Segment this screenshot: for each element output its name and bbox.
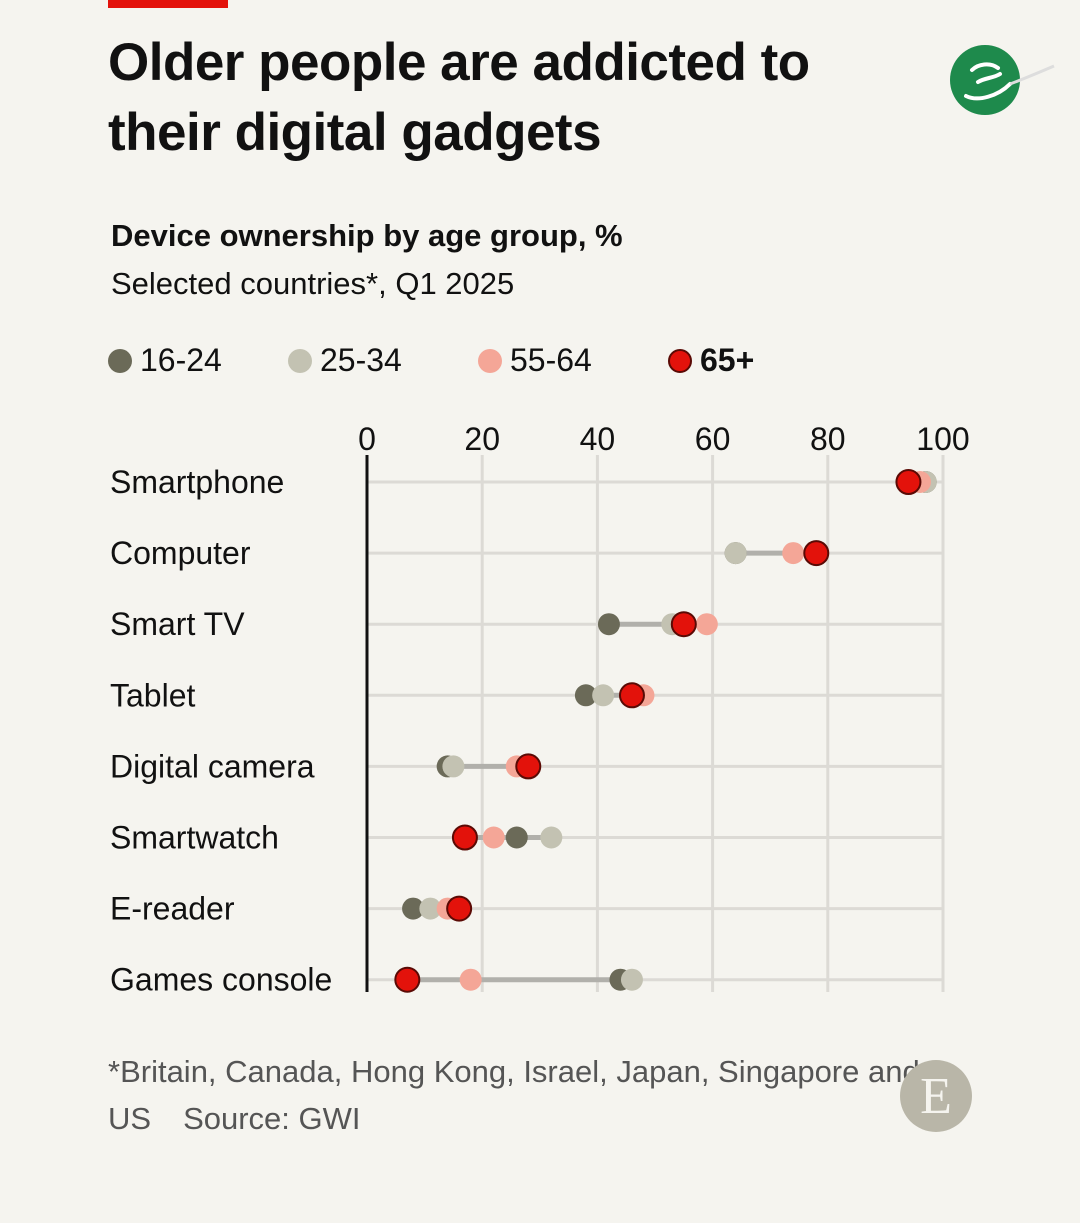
legend-label: 25-34 [320,342,402,378]
category-label: Smart TV [110,606,245,642]
data-point [695,613,718,636]
x-tick-label: 60 [695,421,731,457]
data-point [574,684,597,707]
data-point [515,753,542,780]
legend-label: 65+ [700,342,755,378]
x-tick-label: 20 [464,421,500,457]
legend-marker [108,348,132,373]
category-label: Tablet [110,677,196,713]
x-tick-label: 40 [580,421,616,457]
category-label: Smartphone [110,464,284,500]
x-tick-label: 80 [810,421,846,457]
legend-label: 16-24 [140,342,222,378]
data-point [592,684,615,707]
x-tick-label: 0 [358,421,376,457]
legend-marker [668,348,692,373]
category-label: E-reader [110,891,235,927]
brand-red-bar [108,0,228,8]
legend-marker [288,348,312,373]
data-point [419,897,442,920]
data-point [505,826,528,849]
data-point [394,966,421,993]
category-label: Games console [110,962,332,998]
data-point [540,826,563,849]
legend-item-55-64: 55-64 [478,342,592,379]
category-label: Smartwatch [110,820,279,856]
data-point [670,611,697,638]
economist-logo: E [900,1060,972,1132]
data-point [618,682,645,709]
legend-item-16-24: 16-24 [108,342,222,379]
chart-title: Older people are addicted to their digit… [108,33,810,162]
legend-marker [478,348,502,373]
data-point [803,540,830,567]
watermark-logo [950,45,1055,115]
data-point [446,895,473,922]
footnote: *Britain, Canada, Hong Kong, Israel, Jap… [108,1048,1080,1142]
data-point [597,613,620,636]
category-label: Digital camera [110,748,315,784]
data-point [482,826,505,849]
data-point [724,542,747,565]
data-point [620,968,643,991]
source-text: Source: GWI [183,1101,361,1136]
footnote-text: *Britain, Canada, Hong Kong, Israel, Jap… [108,1054,920,1136]
data-point [895,469,922,495]
chart-subtitle-secondary: Selected countries*, Q1 2025 [111,266,515,301]
legend-item-25-34: 25-34 [288,342,402,379]
data-point [782,542,805,565]
x-tick-label: 100 [916,421,969,457]
chart-subtitle: Device ownership by age group, % [111,218,623,253]
data-point [442,755,465,778]
legend-label: 55-64 [510,342,592,378]
legend-item-65-plus: 65+ [668,342,754,379]
data-point [459,968,482,991]
data-point [402,897,425,920]
category-label: Computer [110,535,251,571]
data-point [451,824,478,851]
